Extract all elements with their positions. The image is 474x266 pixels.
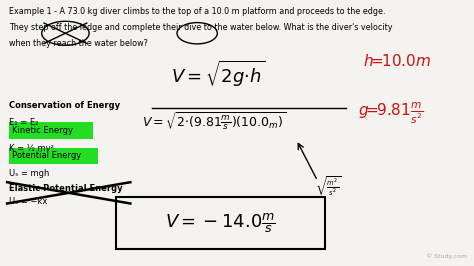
Text: K = ½ mv²: K = ½ mv²	[9, 144, 55, 153]
Text: Example 1 - A 73.0 kg diver climbs to the top of a 10.0 m platform and proceeds : Example 1 - A 73.0 kg diver climbs to th…	[9, 7, 386, 16]
Text: Conservation of Energy: Conservation of Energy	[9, 101, 120, 110]
Text: $\sqrt{\frac{m^2}{s^2}}$: $\sqrt{\frac{m^2}{s^2}}$	[315, 174, 342, 198]
Text: E₁ = E₂: E₁ = E₂	[9, 118, 39, 127]
Text: They step off the ledge and complete their dive to the water below. What is the : They step off the ledge and complete the…	[9, 23, 393, 32]
Text: $h\!\!=\!\!10.0m$: $h\!\!=\!\!10.0m$	[363, 53, 431, 69]
Text: $V=\sqrt{2{\cdot}(9.81\frac{m}{s})(10.0_m)}$: $V=\sqrt{2{\cdot}(9.81\frac{m}{s})(10.0_…	[142, 111, 286, 132]
Text: Uₛ = mgh: Uₛ = mgh	[9, 169, 50, 178]
Text: Kinetic Energy: Kinetic Energy	[12, 126, 73, 135]
Text: Elastic Potential Energy: Elastic Potential Energy	[9, 184, 123, 193]
Text: Potential Energy: Potential Energy	[12, 151, 81, 160]
FancyBboxPatch shape	[9, 122, 93, 139]
Text: when they reach the water below?: when they reach the water below?	[9, 39, 148, 48]
Text: $V=\sqrt{2g{\cdot}h}$: $V=\sqrt{2g{\cdot}h}$	[171, 59, 265, 89]
Text: $V=-14.0\frac{m}{s}$: $V=-14.0\frac{m}{s}$	[165, 211, 276, 235]
Text: $g\!\!=\!\!9.81\frac{m}{s^2}$: $g\!\!=\!\!9.81\frac{m}{s^2}$	[358, 101, 423, 126]
FancyBboxPatch shape	[9, 148, 98, 164]
Text: Uₛ = −kx: Uₛ = −kx	[9, 197, 48, 206]
Text: © Study.com: © Study.com	[426, 254, 467, 259]
FancyBboxPatch shape	[116, 197, 325, 249]
